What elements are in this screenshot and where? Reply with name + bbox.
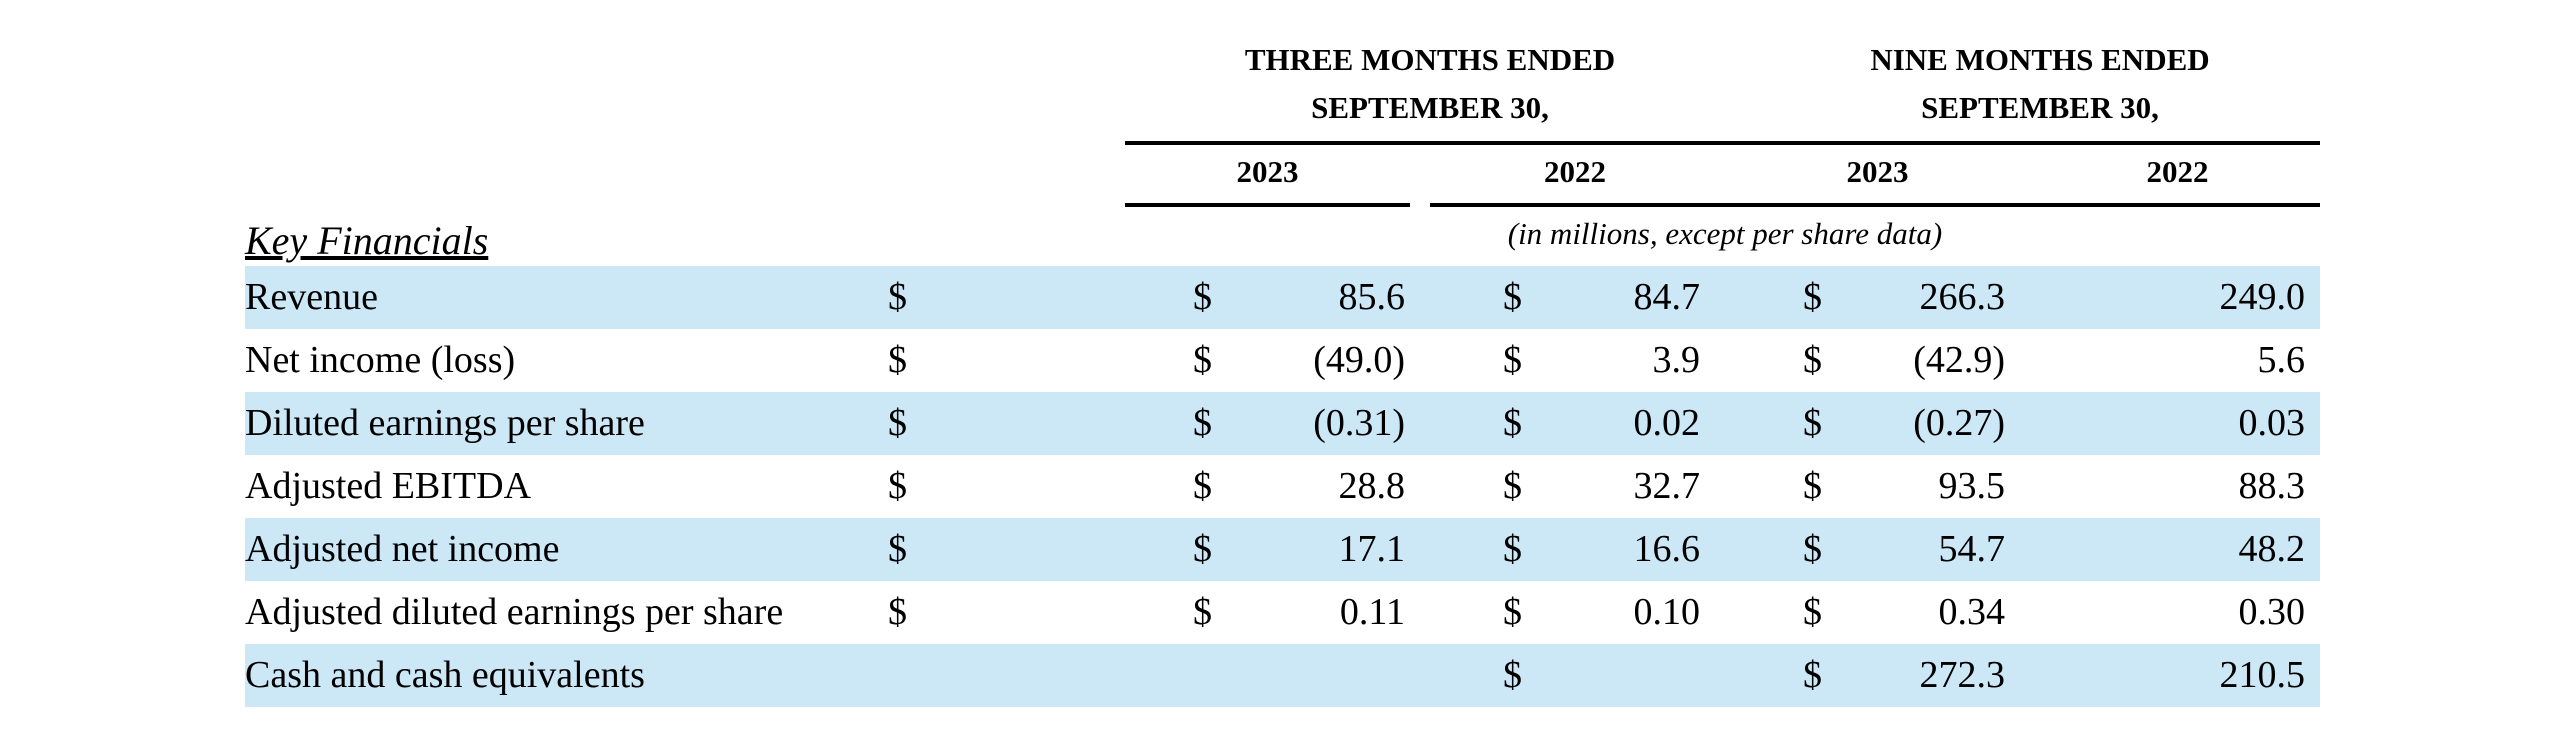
- table-row: Diluted earnings per share $ (0.31) $0.02 $ (…: [245, 392, 2320, 455]
- currency-symbol: $: [1803, 339, 1822, 381]
- value-cell: (49.0): [1313, 339, 1405, 381]
- value-cell: 85.6: [1338, 276, 1406, 318]
- value-cell: 32.7: [1633, 465, 1701, 507]
- year-header-q3-2023: 2023: [1236, 154, 1299, 189]
- table-row: Cash and cash equivalents $272.3 $210.5: [245, 644, 2320, 707]
- units-note: (in millions, except per share data): [1507, 216, 1943, 251]
- value-cell: 3.9: [1652, 339, 1701, 381]
- value-cell: 0.11: [1339, 591, 1405, 633]
- currency-symbol: $: [1193, 339, 1212, 381]
- value-cell: 5.6: [2257, 339, 2306, 381]
- currency-symbol: $: [1193, 528, 1212, 570]
- currency-symbol: $: [1503, 654, 1522, 696]
- currency-symbol: $: [1503, 402, 1522, 444]
- currency-symbol: $: [1803, 654, 1822, 696]
- value-cell: 0.03: [2238, 402, 2306, 444]
- value-cell: 266.3: [1919, 276, 2006, 318]
- currency-symbol: $: [888, 339, 907, 381]
- value-cell: 84.7: [1633, 276, 1701, 318]
- section-title: Key Financials: [245, 218, 489, 263]
- three-months-header-line2: SEPTEMBER 30,: [1311, 90, 1549, 125]
- year-header-9m-2023: 2023: [1846, 154, 1909, 189]
- value-cell: 28.8: [1338, 465, 1406, 507]
- currency-symbol: $: [1193, 465, 1212, 507]
- value-cell: 0.02: [1633, 402, 1701, 444]
- nine-months-header-line2: SEPTEMBER 30,: [1921, 90, 2159, 125]
- value-cell: 249.0: [2219, 276, 2306, 318]
- currency-symbol: $: [1503, 465, 1522, 507]
- value-cell: 93.5: [1938, 465, 2006, 507]
- value-cell: 88.3: [2238, 465, 2306, 507]
- table-row: Adjusted diluted earnings per share $0.11…: [245, 581, 2320, 644]
- currency-symbol: $: [1803, 465, 1822, 507]
- row-label: Net income (loss): [245, 339, 516, 381]
- value-cell: 54.7: [1938, 528, 2006, 570]
- row-label: Adjusted net income: [245, 528, 560, 570]
- currency-symbol: $: [1803, 591, 1822, 633]
- year-header-rule-left: [1125, 203, 1410, 207]
- value-cell: 210.5: [2219, 654, 2306, 696]
- year-header-rule-right: [1430, 203, 2320, 207]
- value-cell: 272.3: [1919, 654, 2006, 696]
- row-label: Adjusted EBITDA: [245, 465, 532, 507]
- value-cell: 17.1: [1338, 528, 1406, 570]
- currency-symbol: $: [1803, 276, 1822, 318]
- currency-symbol: $: [1503, 276, 1522, 318]
- three-months-header-line1: THREE MONTHS ENDED: [1244, 42, 1616, 77]
- nine-months-header-line1: NINE MONTHS ENDED: [1870, 42, 2210, 77]
- table-row: Net income (loss) $ (49.0) $3.9 $ (42.9) $5.6: [245, 329, 2320, 392]
- currency-symbol: $: [1803, 402, 1822, 444]
- value-cell: 48.2: [2238, 528, 2306, 570]
- value-cell: 0.34: [1938, 591, 2006, 633]
- currency-symbol: $: [888, 402, 907, 444]
- currency-symbol: $: [1503, 528, 1522, 570]
- table-row: Adjusted EBITDA $28.8 $32.7 $93.5 $88.3: [245, 455, 2320, 518]
- row-label: Revenue: [245, 276, 378, 318]
- row-label: Cash and cash equivalents: [245, 654, 645, 696]
- year-header-9m-2022: 2022: [2146, 154, 2209, 189]
- currency-symbol: $: [1803, 528, 1822, 570]
- value-cell: 0.30: [2238, 591, 2306, 633]
- table-row: Revenue $85.6 $84.7 $266.3 $249.0: [245, 266, 2320, 329]
- value-cell: (0.27): [1913, 402, 2005, 444]
- currency-symbol: $: [1503, 339, 1522, 381]
- currency-symbol: $: [888, 465, 907, 507]
- currency-symbol: $: [888, 528, 907, 570]
- value-cell: (42.9): [1913, 339, 2005, 381]
- currency-symbol: $: [1503, 591, 1522, 633]
- currency-symbol: $: [888, 276, 907, 318]
- currency-symbol: $: [888, 591, 907, 633]
- row-label: Adjusted diluted earnings per share: [245, 591, 784, 633]
- table-row: Adjusted net income $17.1 $16.6 $54.7 $48.2: [245, 518, 2320, 581]
- period-header-rule: [1125, 141, 2320, 145]
- year-header-q3-2022: 2022: [1544, 154, 1606, 189]
- value-cell: (0.31): [1313, 402, 1405, 444]
- currency-symbol: $: [1193, 591, 1212, 633]
- value-cell: 0.10: [1633, 591, 1701, 633]
- currency-symbol: $: [1193, 276, 1212, 318]
- value-cell: 16.6: [1633, 528, 1701, 570]
- currency-symbol: $: [1193, 402, 1212, 444]
- row-label: Diluted earnings per share: [245, 402, 645, 444]
